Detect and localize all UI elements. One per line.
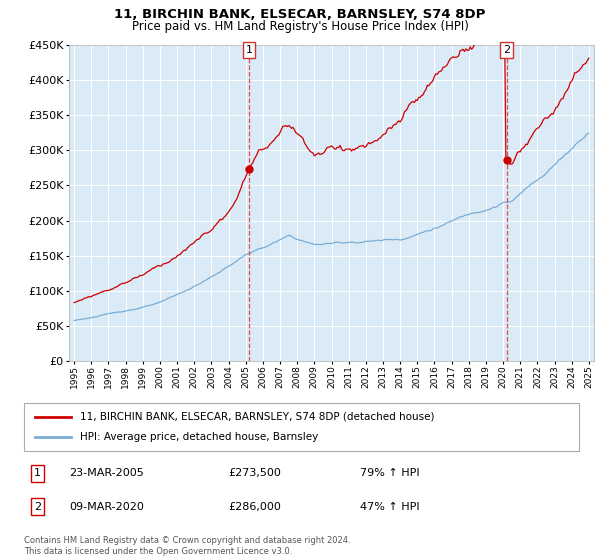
Text: 2: 2 bbox=[34, 502, 41, 512]
Text: £273,500: £273,500 bbox=[228, 468, 281, 478]
Text: 79% ↑ HPI: 79% ↑ HPI bbox=[360, 468, 419, 478]
Text: 2: 2 bbox=[503, 45, 510, 55]
Text: Price paid vs. HM Land Registry's House Price Index (HPI): Price paid vs. HM Land Registry's House … bbox=[131, 20, 469, 32]
Text: 23-MAR-2005: 23-MAR-2005 bbox=[69, 468, 144, 478]
Text: HPI: Average price, detached house, Barnsley: HPI: Average price, detached house, Barn… bbox=[79, 432, 318, 442]
Text: 11, BIRCHIN BANK, ELSECAR, BARNSLEY, S74 8DP (detached house): 11, BIRCHIN BANK, ELSECAR, BARNSLEY, S74… bbox=[79, 412, 434, 422]
Text: 47% ↑ HPI: 47% ↑ HPI bbox=[360, 502, 419, 512]
Text: Contains HM Land Registry data © Crown copyright and database right 2024.
This d: Contains HM Land Registry data © Crown c… bbox=[24, 536, 350, 556]
Text: 1: 1 bbox=[245, 45, 253, 55]
FancyBboxPatch shape bbox=[24, 403, 579, 451]
Text: £286,000: £286,000 bbox=[228, 502, 281, 512]
Text: 11, BIRCHIN BANK, ELSECAR, BARNSLEY, S74 8DP: 11, BIRCHIN BANK, ELSECAR, BARNSLEY, S74… bbox=[115, 8, 485, 21]
Text: 09-MAR-2020: 09-MAR-2020 bbox=[69, 502, 144, 512]
Text: 1: 1 bbox=[34, 468, 41, 478]
